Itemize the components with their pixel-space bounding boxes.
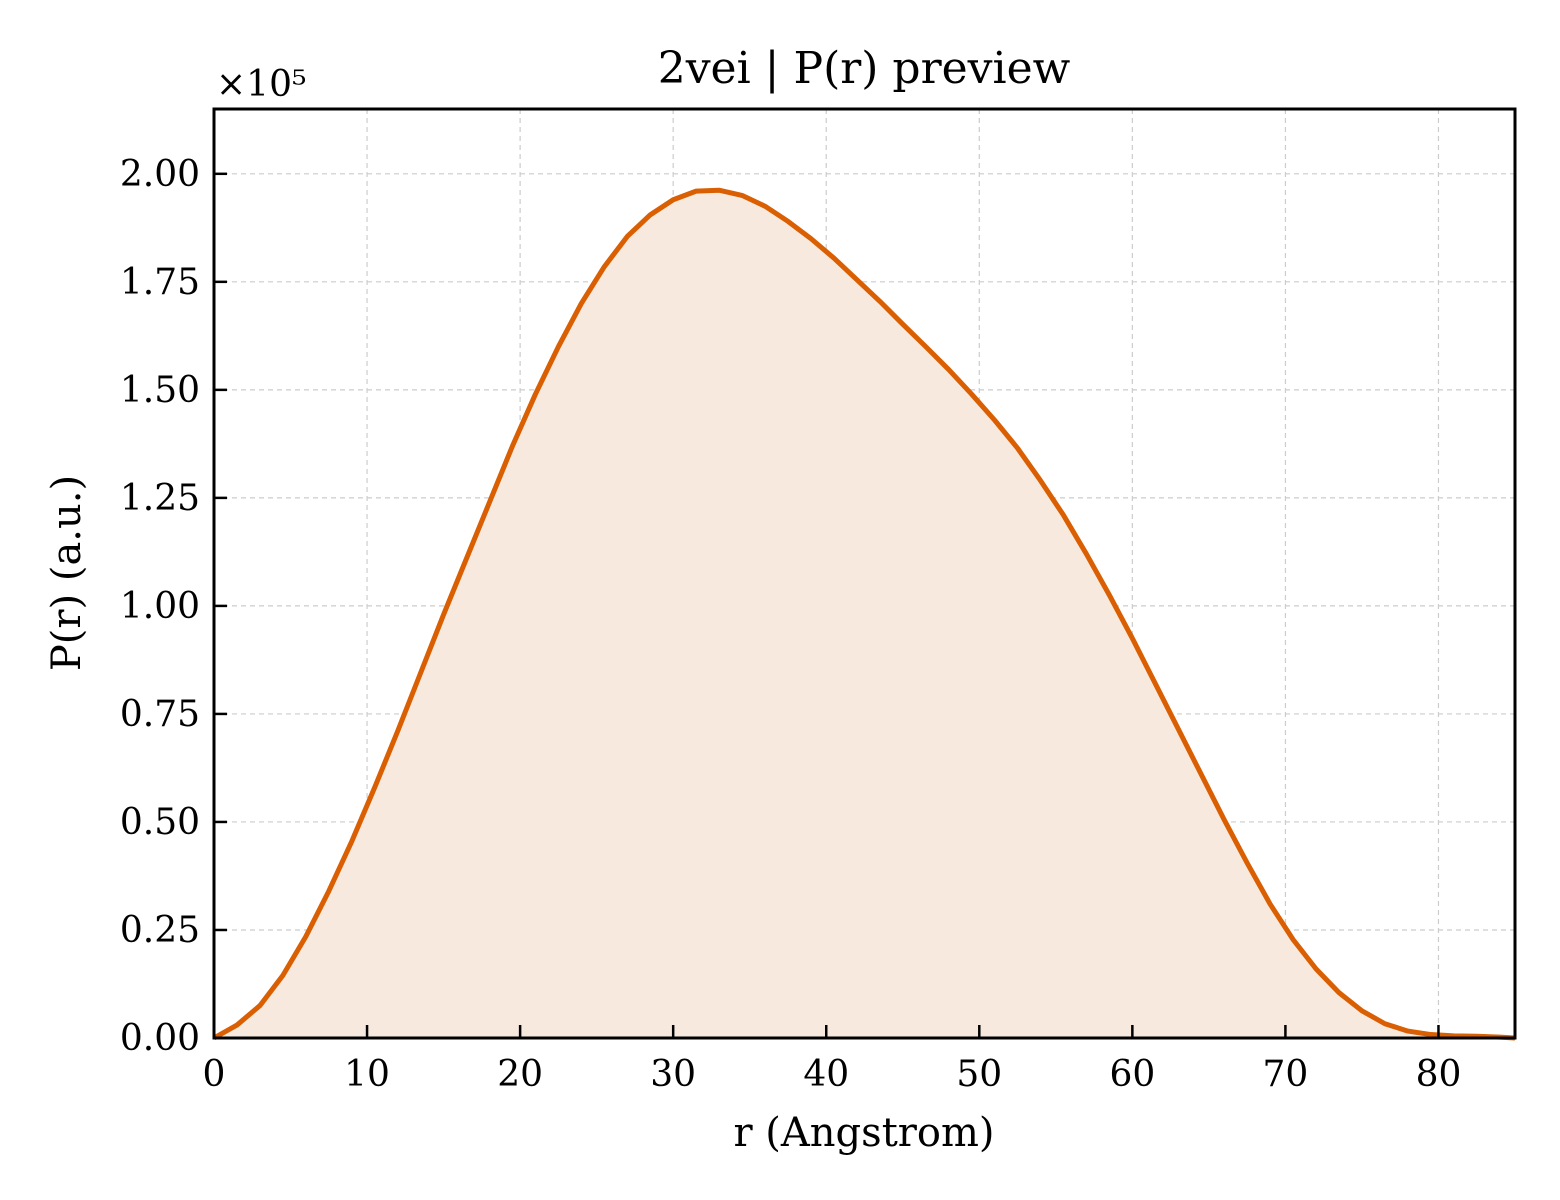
y-tick-label: 1.75 [120, 262, 200, 303]
y-tick-label: 2.00 [120, 154, 200, 195]
y-tick-label: 0.00 [120, 1018, 200, 1059]
line-layer [212, 187, 1516, 1041]
x-tick-label: 70 [1263, 1054, 1309, 1095]
plot-frame [212, 107, 1517, 1040]
y-tick-label: 1.50 [120, 370, 200, 411]
chart-title: 2vei | P(r) preview [658, 43, 1071, 94]
y-tick-label: 0.25 [120, 910, 200, 951]
y-offset-label: ×10⁵ [216, 64, 306, 105]
x-tick-label: 30 [650, 1054, 696, 1095]
x-tick-label: 60 [1109, 1054, 1155, 1095]
y-ticks: 0.00 0.25 0.50 0.75 1.00 1.25 1.50 1.75 2.00 [120, 154, 227, 1059]
x-axis-label: r (Angstrom) [733, 1110, 994, 1156]
x-ticks: 0 10 20 30 40 50 60 70 80 [203, 1025, 1462, 1095]
x-tick-label: 20 [497, 1054, 543, 1095]
x-tick-label: 0 [203, 1054, 226, 1095]
y-axis-label: P(r) (a.u.) [44, 475, 90, 671]
y-tick-label: 1.25 [120, 478, 200, 519]
y-tick-label: 0.75 [120, 694, 200, 735]
x-tick-label: 50 [956, 1054, 1002, 1095]
area-fill-layer [214, 190, 1515, 1039]
x-tick-label: 40 [803, 1054, 849, 1095]
x-tick-label: 10 [344, 1054, 390, 1095]
y-tick-label: 1.00 [120, 586, 200, 627]
pr-area-fill [214, 190, 1515, 1039]
y-tick-label: 0.50 [120, 802, 200, 843]
x-tick-label: 80 [1416, 1054, 1462, 1095]
pr-curve-line [212, 187, 1516, 1041]
